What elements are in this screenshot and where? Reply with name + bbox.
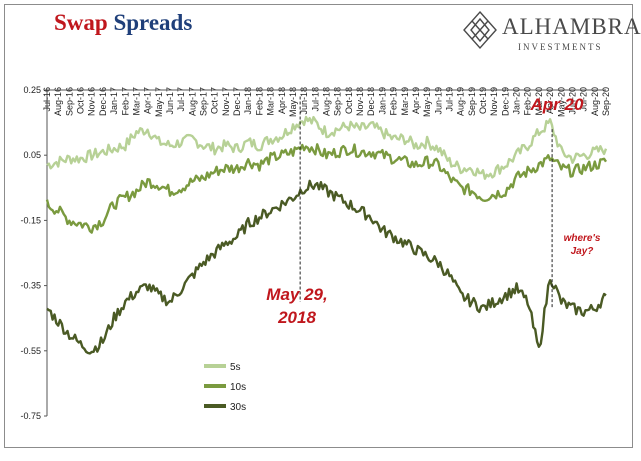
y-tick-label: -0.75	[20, 411, 41, 421]
y-tick-label: -0.35	[20, 281, 41, 291]
x-tick-label: Jun-20	[567, 87, 577, 115]
diamond-lattice-icon	[463, 10, 497, 50]
annotation-may-29: May 29,	[266, 285, 327, 304]
x-tick-label: Aug-17	[187, 87, 197, 116]
x-tick-label: Jun-19	[433, 87, 443, 115]
y-tick-label: 0.25	[23, 85, 41, 95]
x-tick-label: Jul-18	[310, 87, 320, 112]
y-tick-label: -0.55	[20, 346, 41, 356]
alhambra-logo: ALHAMBRA INVESTMENTS	[462, 10, 641, 56]
x-tick-label: Oct-19	[478, 87, 488, 114]
y-tick-label: -0.15	[20, 215, 41, 225]
x-tick-label: Sep-16	[64, 87, 74, 116]
x-tick-label: Mar-19	[400, 87, 410, 116]
x-tick-label: Apr-20	[545, 87, 555, 114]
x-tick-label: Jun-17	[165, 87, 175, 115]
x-tick-label: May-17	[154, 87, 164, 117]
x-tick-label: Jul-17	[176, 87, 186, 112]
x-tick-label: Nov-17	[221, 87, 231, 116]
x-tick-label: Jan-17	[109, 87, 119, 115]
x-tick-label: Aug-20	[590, 87, 600, 116]
series-line-5s	[46, 115, 608, 180]
x-tick-label: Dec-19	[500, 87, 510, 116]
annotation-wheres-jay: where's	[564, 233, 601, 244]
x-tick-label: Oct-16	[76, 87, 86, 114]
chart-title: Swap Spreads	[54, 10, 192, 36]
logo-name: ALHAMBRA	[502, 14, 641, 39]
x-tick-label: May-18	[288, 87, 298, 117]
annotation-wheres-jay: Jay?	[571, 246, 594, 257]
x-tick-label: Nov-19	[489, 87, 499, 116]
series-group	[45, 115, 608, 355]
x-tick-label: Dec-16	[98, 87, 108, 116]
x-tick-label: Jul-16	[42, 87, 52, 112]
x-tick-label: Aug-18	[322, 87, 332, 116]
y-axis: 0.25 0.05 -0.15 -0.35 -0.55 -0.75	[20, 85, 48, 421]
x-tick-label: Sep-20	[601, 87, 611, 116]
x-tick-label: Mar-20	[534, 87, 544, 116]
x-tick-label: Oct-18	[344, 87, 354, 114]
x-tick-label: Jan-19	[377, 87, 387, 115]
x-tick-label: Sep-19	[467, 87, 477, 116]
x-tick-label: Apr-19	[411, 87, 421, 114]
x-tick-label: Mar-18	[266, 87, 276, 116]
legend-label-10s: 10s	[230, 382, 246, 393]
x-tick-label: Feb-20	[523, 87, 533, 116]
title-word-swap: Swap	[54, 10, 108, 35]
title-word-spreads: Spreads	[113, 10, 193, 35]
annotation-apr-20: Apr 20	[530, 95, 584, 114]
x-tick-label: Apr-18	[277, 87, 287, 114]
x-tick-label: May-20	[556, 87, 566, 117]
x-tick-label: Jan-20	[512, 87, 522, 115]
x-tick-label: Apr-17	[143, 87, 153, 114]
x-tick-label: Feb-17	[120, 87, 130, 116]
series-line-10s	[45, 143, 608, 234]
chart-frame	[4, 4, 633, 448]
x-tick-label: Mar-17	[131, 87, 141, 116]
x-tick-label: Dec-17	[232, 87, 242, 116]
x-tick-label: Feb-19	[389, 87, 399, 116]
x-tick-label: Aug-19	[456, 87, 466, 116]
x-tick-label: Sep-17	[199, 87, 209, 116]
x-axis: Jul-16 Aug-16 Sep-16 Oct-16 Nov-16 Dec-16 Jan-…	[42, 87, 611, 117]
annotations: May 29, 2018 Apr 20 where's Jay?	[266, 95, 601, 327]
x-tick-label: Nov-18	[355, 87, 365, 116]
x-tick-label: Jun-18	[299, 87, 309, 115]
x-tick-label: Jul-20	[579, 87, 589, 112]
x-tick-label: May-19	[422, 87, 432, 117]
y-tick-label: 0.05	[23, 150, 41, 160]
x-tick-label: Sep-18	[333, 87, 343, 116]
logo-subtitle: INVESTMENTS	[518, 42, 603, 52]
legend-label-5s: 5s	[230, 362, 241, 373]
x-tick-label: Jul-19	[444, 87, 454, 112]
x-tick-label: Feb-18	[254, 87, 264, 116]
legend: 5s 10s 30s	[204, 362, 246, 413]
x-tick-label: Aug-16	[53, 87, 63, 116]
x-tick-label: Jan-18	[243, 87, 253, 115]
x-tick-label: Oct-17	[210, 87, 220, 114]
x-tick-label: Dec-18	[366, 87, 376, 116]
legend-label-30s: 30s	[230, 402, 246, 413]
series-line-30s	[46, 179, 607, 355]
x-tick-label: Nov-16	[87, 87, 97, 116]
annotation-may-29: 2018	[277, 308, 316, 327]
